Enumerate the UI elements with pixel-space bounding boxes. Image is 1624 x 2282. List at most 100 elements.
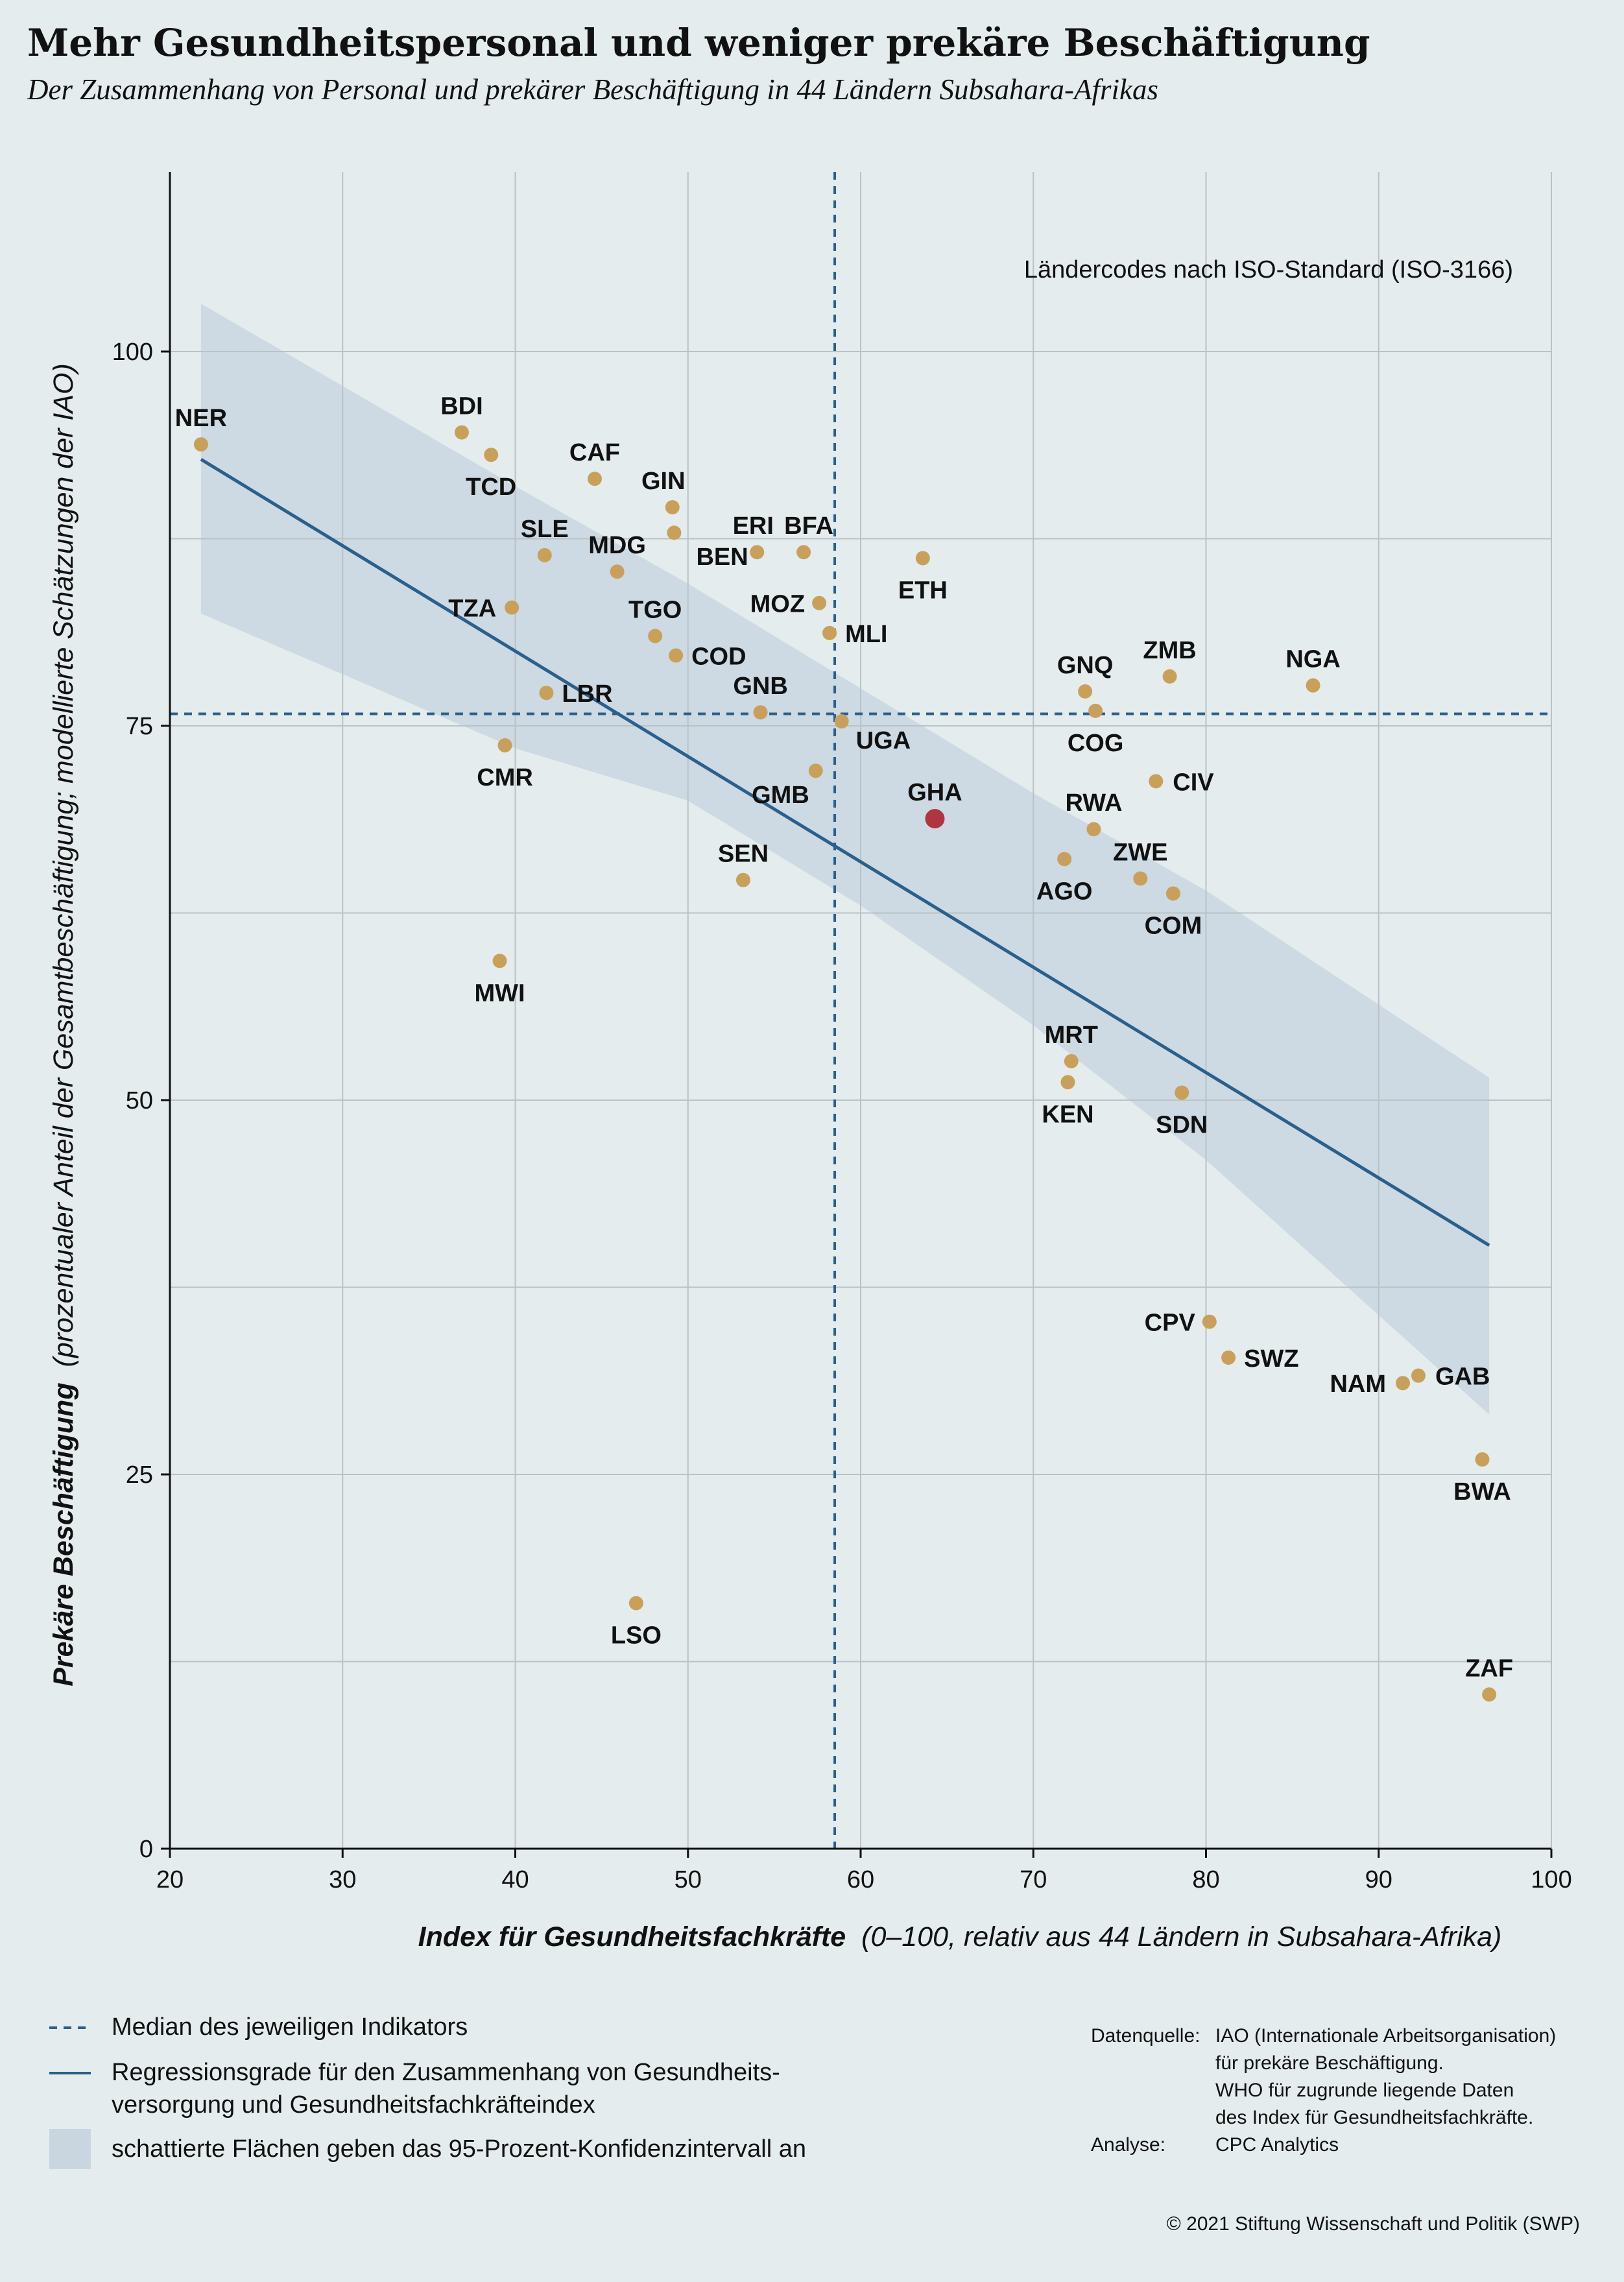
point-label-mdg: MDG [588, 532, 646, 559]
point-label-swz: SWZ [1244, 1345, 1298, 1373]
point-gnq [1078, 684, 1092, 699]
y-tick-label: 25 [126, 1461, 153, 1489]
y-tick-label: 100 [112, 339, 153, 366]
point-cmr [498, 738, 512, 752]
source-analysis-value: CPC Analytics [1215, 2132, 1339, 2159]
point-tcd [484, 448, 498, 462]
point-label-cod: COD [691, 643, 746, 670]
point-label-zaf: ZAF [1465, 1655, 1513, 1682]
point-cog [1088, 704, 1103, 718]
x-axis-title-rest: (0–100, relativ aus 44 Ländern in Subsah… [861, 1921, 1501, 1952]
point-zaf [1482, 1687, 1496, 1701]
point-tza [505, 601, 519, 615]
point-cpv [1202, 1315, 1217, 1329]
point-caf [588, 472, 602, 486]
y-tick-label: 50 [126, 1087, 153, 1114]
y-tick-label: 0 [139, 1836, 153, 1863]
x-tick-label: 20 [156, 1866, 184, 1893]
point-label-uga: UGA [856, 727, 911, 754]
point-swz [1221, 1351, 1236, 1365]
scatter-chart: 20 30 40 50 60 70 80 90 100 0 25 50 75 100 NER BDI TCD C… [0, 0, 1624, 1998]
point-label-ago: AGO [1036, 878, 1093, 905]
point-label-moz: MOZ [750, 591, 805, 618]
x-tick-label: 100 [1531, 1866, 1571, 1893]
x-tick-label: 60 [847, 1866, 874, 1893]
point-label-gab: GAB [1435, 1363, 1490, 1391]
point-gha [925, 809, 944, 828]
legend-band-label: schattierte Flächen geben das 95-Prozent… [112, 2133, 806, 2165]
source-data-line-3: WHO für zugrunde liegende Daten [1215, 2077, 1514, 2104]
point-ken [1061, 1075, 1075, 1089]
point-bdi [455, 426, 469, 440]
point-gnb [754, 705, 768, 719]
point-tgo [648, 629, 662, 643]
point-label-gmb: GMB [752, 782, 809, 809]
point-rwa [1086, 822, 1101, 836]
point-mdg [610, 564, 625, 579]
point-sen [736, 873, 750, 887]
point-label-com: COM [1145, 912, 1202, 939]
point-label-lbr: LBR [562, 680, 612, 708]
point-uga [835, 714, 849, 728]
point-label-eri: ERI [733, 512, 774, 540]
point-lbr [539, 686, 553, 700]
point-label-cog: COG [1068, 730, 1124, 757]
point-label-ken: KEN [1042, 1101, 1093, 1128]
point-label-rwa: RWA [1065, 789, 1122, 817]
x-tick-label: 50 [675, 1866, 702, 1893]
shaded-box-icon [47, 2128, 92, 2170]
point-ner [194, 437, 208, 451]
point-gab [1411, 1369, 1426, 1383]
y-axis-title-bold: Prekäre Beschäftigung [48, 1382, 79, 1686]
copyright: © 2021 Stiftung Wissenschaft und Politik… [1167, 2213, 1580, 2235]
regression-line [201, 459, 1489, 1245]
point-label-gnq: GNQ [1057, 652, 1114, 679]
point-label-caf: CAF [569, 439, 620, 466]
point-label-tgo: TGO [628, 596, 682, 623]
point-label-ben: BEN [696, 544, 748, 571]
point-ago [1057, 852, 1071, 866]
point-label-sdn: SDN [1156, 1111, 1208, 1138]
x-tick-label: 90 [1365, 1866, 1392, 1893]
point-civ [1149, 774, 1163, 788]
point-zwe [1133, 871, 1147, 885]
legend-median-label: Median des jeweiligen Indikators [112, 2011, 468, 2043]
point-gmb [809, 763, 823, 778]
point-label-civ: CIV [1173, 769, 1214, 796]
source-data-line-4: des Index für Gesundheitsfachkräfte. [1215, 2104, 1533, 2132]
source-analysis-label: Analyse: [1091, 2132, 1214, 2159]
legend-regression: Regressionsgrade für den Zusammenhang vo… [47, 2056, 955, 2128]
source-data-line-1: IAO (Internationale Arbeitsorganisation) [1215, 2023, 1556, 2050]
y-axis-title: Prekäre Beschäftigung (prozentualer Ante… [48, 363, 79, 1687]
point-bfa [796, 545, 811, 559]
point-eth [916, 551, 930, 565]
point-label-lso: LSO [611, 1622, 662, 1649]
point-label-cmr: CMR [477, 764, 533, 791]
point-label-ner: NER [175, 405, 227, 432]
y-tick-label: 75 [126, 713, 153, 740]
x-axis-title: Index für Gesundheitsfachkräfte (0–100, … [418, 1921, 1502, 1952]
point-label-zmb: ZMB [1143, 637, 1196, 664]
confidence-band [201, 304, 1489, 1415]
legend-band: schattierte Flächen geben das 95-Prozent… [47, 2128, 955, 2173]
point-mwi [493, 954, 507, 968]
point-label-mwi: MWI [474, 979, 525, 1007]
point-nga [1306, 679, 1320, 693]
source-data-line-2: für prekäre Beschäftigung. [1215, 2050, 1444, 2077]
point-label-cpv: CPV [1145, 1310, 1196, 1337]
point-gin [665, 500, 680, 514]
point-sdn [1175, 1085, 1189, 1099]
point-label-sen: SEN [718, 841, 769, 868]
point-eri [750, 545, 764, 559]
point-label-nam: NAM [1330, 1371, 1386, 1398]
point-label-mli: MLI [845, 621, 887, 648]
point-label-tza: TZA [448, 595, 496, 623]
point-label-bwa: BWA [1453, 1478, 1511, 1506]
point-label-bdi: BDI [440, 393, 483, 420]
source-data-label: Datenquelle: [1091, 2023, 1214, 2050]
iso-note: Ländercodes nach ISO-Standard (ISO-3166) [1024, 256, 1513, 283]
point-label-eth: ETH [898, 577, 948, 604]
point-label-gin: GIN [641, 468, 686, 495]
point-mrt [1064, 1054, 1079, 1068]
x-tick-label: 40 [501, 1866, 529, 1893]
